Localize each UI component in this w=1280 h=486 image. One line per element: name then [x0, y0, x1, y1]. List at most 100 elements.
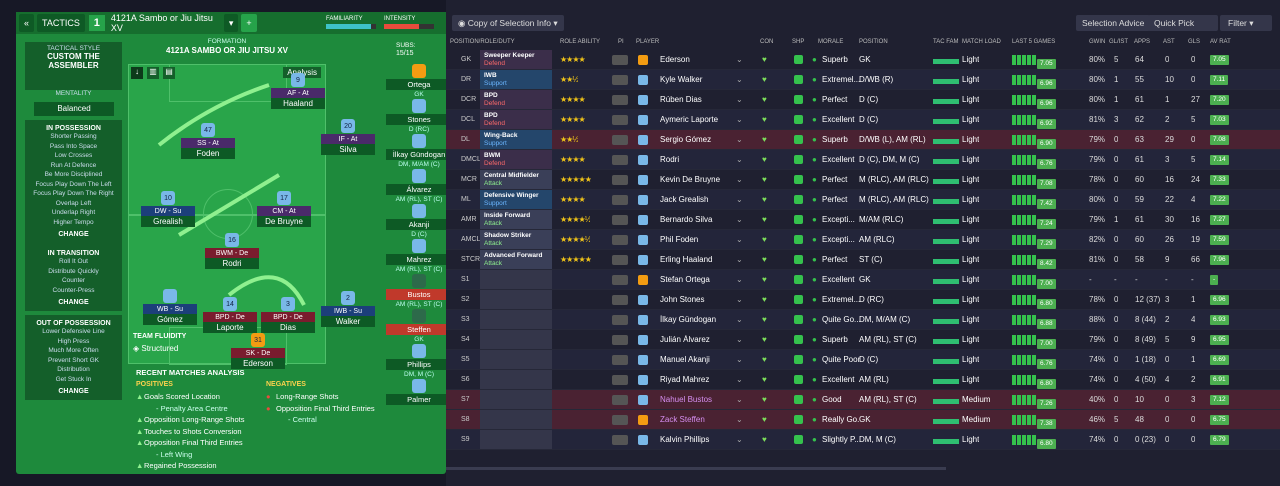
player-name[interactable]: Rúben Dias	[660, 95, 702, 104]
pitch-player[interactable]: 3 BPD - De Dias	[261, 297, 315, 333]
player-options-chevron-icon[interactable]: ⌄	[736, 55, 743, 64]
player-name[interactable]: Ederson	[660, 55, 690, 64]
pitch-player[interactable]: 10 DW - Su Grealish	[141, 191, 195, 227]
sub-player[interactable]: İlkay Gündogan DM, M/AM (C)	[386, 134, 452, 168]
selection-advice-button[interactable]: Selection Advice	[1076, 15, 1151, 31]
mentality-select[interactable]: Balanced	[34, 102, 114, 116]
pi-icon[interactable]	[612, 354, 628, 365]
column-header[interactable]: SHP	[792, 39, 805, 45]
player-options-chevron-icon[interactable]: ⌄	[736, 75, 743, 84]
sub-player[interactable]: Mahrez AM (RL), ST (C)	[386, 239, 452, 273]
role-duty-select[interactable]	[480, 410, 552, 429]
player-name[interactable]: Manuel Akanji	[660, 355, 710, 364]
pitch-player[interactable]: 14 BPD - De Laporte	[203, 297, 257, 333]
table-row[interactable]: STCR Advanced Forward Attack ★★★★★ Erling Ha…	[446, 250, 1280, 270]
column-header[interactable]: POSITION/ROLE/DUTY	[450, 39, 515, 45]
column-header[interactable]: TAC FAM	[933, 39, 959, 45]
filter-button[interactable]: Filter ▾	[1222, 15, 1272, 31]
table-row[interactable]: S4 Julián Álvarez ⌄ ♥ ● Superb AM (RL), ST (C)…	[446, 330, 1280, 350]
player-options-chevron-icon[interactable]: ⌄	[736, 115, 743, 124]
column-header[interactable]: PLAYER	[636, 39, 660, 45]
column-header[interactable]: ROLE ABILITY	[560, 39, 601, 45]
role-duty-select[interactable]: IWB Support	[480, 70, 552, 89]
pi-icon[interactable]	[612, 94, 628, 105]
player-options-chevron-icon[interactable]: ⌄	[736, 415, 743, 424]
pi-icon[interactable]	[612, 294, 628, 305]
pitch-player[interactable]: 2 IWB - Su Walker	[321, 291, 375, 327]
role-duty-select[interactable]: Sweeper Keeper Defend	[480, 50, 552, 69]
quick-pick-button[interactable]: Quick Pick	[1148, 15, 1218, 31]
column-header[interactable]: GL/IST	[1109, 39, 1129, 45]
column-header[interactable]: GLS	[1188, 39, 1201, 45]
table-row[interactable]: ML Defensive Winger Support ★★★★ Jack Greali…	[446, 190, 1280, 210]
analysis-button[interactable]: Analysis	[283, 67, 321, 78]
tactics-tab[interactable]: TACTICS	[37, 14, 85, 32]
clipboard-icon[interactable]: ▤	[163, 67, 175, 79]
pitch-player[interactable]: 16 BWM - De Rodri	[205, 233, 259, 269]
sub-player[interactable]: Palmer	[386, 379, 452, 406]
player-options-chevron-icon[interactable]: ⌄	[736, 155, 743, 164]
pi-icon[interactable]	[612, 394, 628, 405]
add-tactic-button[interactable]: +	[241, 14, 257, 32]
role-duty-select[interactable]: BPD Defend	[480, 110, 552, 129]
role-duty-select[interactable]	[480, 270, 552, 289]
role-duty-select[interactable]: BWM Defend	[480, 150, 552, 169]
pi-icon[interactable]	[612, 314, 628, 325]
pitch-player[interactable]: 31 SK - De Ederson	[231, 333, 285, 369]
role-duty-select[interactable]	[480, 350, 552, 369]
player-name[interactable]: İlkay Gündogan	[660, 315, 717, 324]
sub-player[interactable]: Phillips DM, M (C)	[386, 344, 452, 378]
player-name[interactable]: Sergio Gómez	[660, 135, 712, 144]
player-options-chevron-icon[interactable]: ⌄	[736, 355, 743, 364]
column-header[interactable]: LAST 5 GAMES	[1012, 39, 1056, 45]
table-row[interactable]: S1 Stefan Ortega ⌄ ♥ ● Excellent GK Light 7.00 - -…	[446, 270, 1280, 290]
table-row[interactable]: S5 Manuel Akanji ⌄ ♥ ● Quite Poor D (C) Light 6.…	[446, 350, 1280, 370]
pi-icon[interactable]	[612, 134, 628, 145]
horizontal-scrollbar[interactable]	[446, 467, 946, 470]
role-duty-select[interactable]	[480, 330, 552, 349]
player-options-chevron-icon[interactable]: ⌄	[736, 275, 743, 284]
player-options-chevron-icon[interactable]: ⌄	[736, 315, 743, 324]
sub-player[interactable]: Steffen GK	[386, 309, 452, 343]
table-row[interactable]: S6 Riyad Mahrez ⌄ ♥ ● Excellent AM (RL) Light 6.…	[446, 370, 1280, 390]
pi-icon[interactable]	[612, 434, 628, 445]
player-name[interactable]: Kevin De Bruyne	[660, 175, 721, 184]
player-name[interactable]: Julián Álvarez	[660, 335, 710, 344]
role-duty-select[interactable]: Wing-Back Support	[480, 130, 552, 149]
player-options-chevron-icon[interactable]: ⌄	[736, 395, 743, 404]
sub-player[interactable]: Álvarez AM (RL), ST (C)	[386, 169, 452, 203]
tactic-slot-number[interactable]: 1	[88, 15, 105, 31]
column-header[interactable]: GWIN	[1089, 39, 1106, 45]
player-options-chevron-icon[interactable]: ⌄	[736, 435, 743, 444]
pi-icon[interactable]	[612, 74, 628, 85]
table-row[interactable]: DMCL BWM Defend ★★★★ Rodri ⌄ ♥ ● Excellent D (C),…	[446, 150, 1280, 170]
pitch-player[interactable]: 9 AF - At Haaland	[271, 73, 325, 109]
change-button[interactable]: CHANGE	[58, 299, 89, 306]
role-duty-select[interactable]: Central Midfielder Attack	[480, 170, 552, 189]
role-duty-select[interactable]: Advanced Forward Attack	[480, 250, 552, 269]
pi-icon[interactable]	[612, 114, 628, 125]
table-row[interactable]: S3 İlkay Gündogan ⌄ ♥ ● Quite Go... DM, M/AM (…	[446, 310, 1280, 330]
pitch-player[interactable]: 20 IF - At Silva	[321, 119, 375, 155]
table-row[interactable]: S8 Zack Steffen ⌄ ♥ ● Really Go... GK Medium 7.3…	[446, 410, 1280, 430]
stats-icon[interactable]: ▥	[147, 67, 159, 79]
change-button[interactable]: CHANGE	[58, 231, 89, 238]
player-name[interactable]: Riyad Mahrez	[660, 375, 710, 384]
table-row[interactable]: DR IWB Support ★★½ Kyle Walker ⌄ ♥ ● Extremel...…	[446, 70, 1280, 90]
table-row[interactable]: DCL BPD Defend ★★★★ Aymeric Laporte ⌄ ♥ ● Excell…	[446, 110, 1280, 130]
table-row[interactable]: MCR Central Midfielder Attack ★★★★★ Kevin De…	[446, 170, 1280, 190]
recent-matches-title[interactable]: RECENT MATCHES ANALYSIS	[136, 368, 245, 377]
role-duty-select[interactable]: Inside Forward Attack	[480, 210, 552, 229]
pi-icon[interactable]	[612, 414, 628, 425]
player-name[interactable]: John Stones	[660, 295, 705, 304]
pitch-player[interactable]: 47 SS - At Foden	[181, 123, 235, 159]
player-options-chevron-icon[interactable]: ⌄	[736, 215, 743, 224]
player-options-chevron-icon[interactable]: ⌄	[736, 195, 743, 204]
selection-info-dropdown[interactable]: ◉ Copy of Selection Info ▾	[452, 15, 564, 31]
player-name[interactable]: Stefan Ortega	[660, 275, 710, 284]
player-name[interactable]: Nahuel Bustos	[660, 395, 713, 404]
role-duty-select[interactable]: Defensive Winger Support	[480, 190, 552, 209]
pi-icon[interactable]	[612, 214, 628, 225]
role-duty-select[interactable]	[480, 310, 552, 329]
column-header[interactable]: PI	[618, 39, 624, 45]
